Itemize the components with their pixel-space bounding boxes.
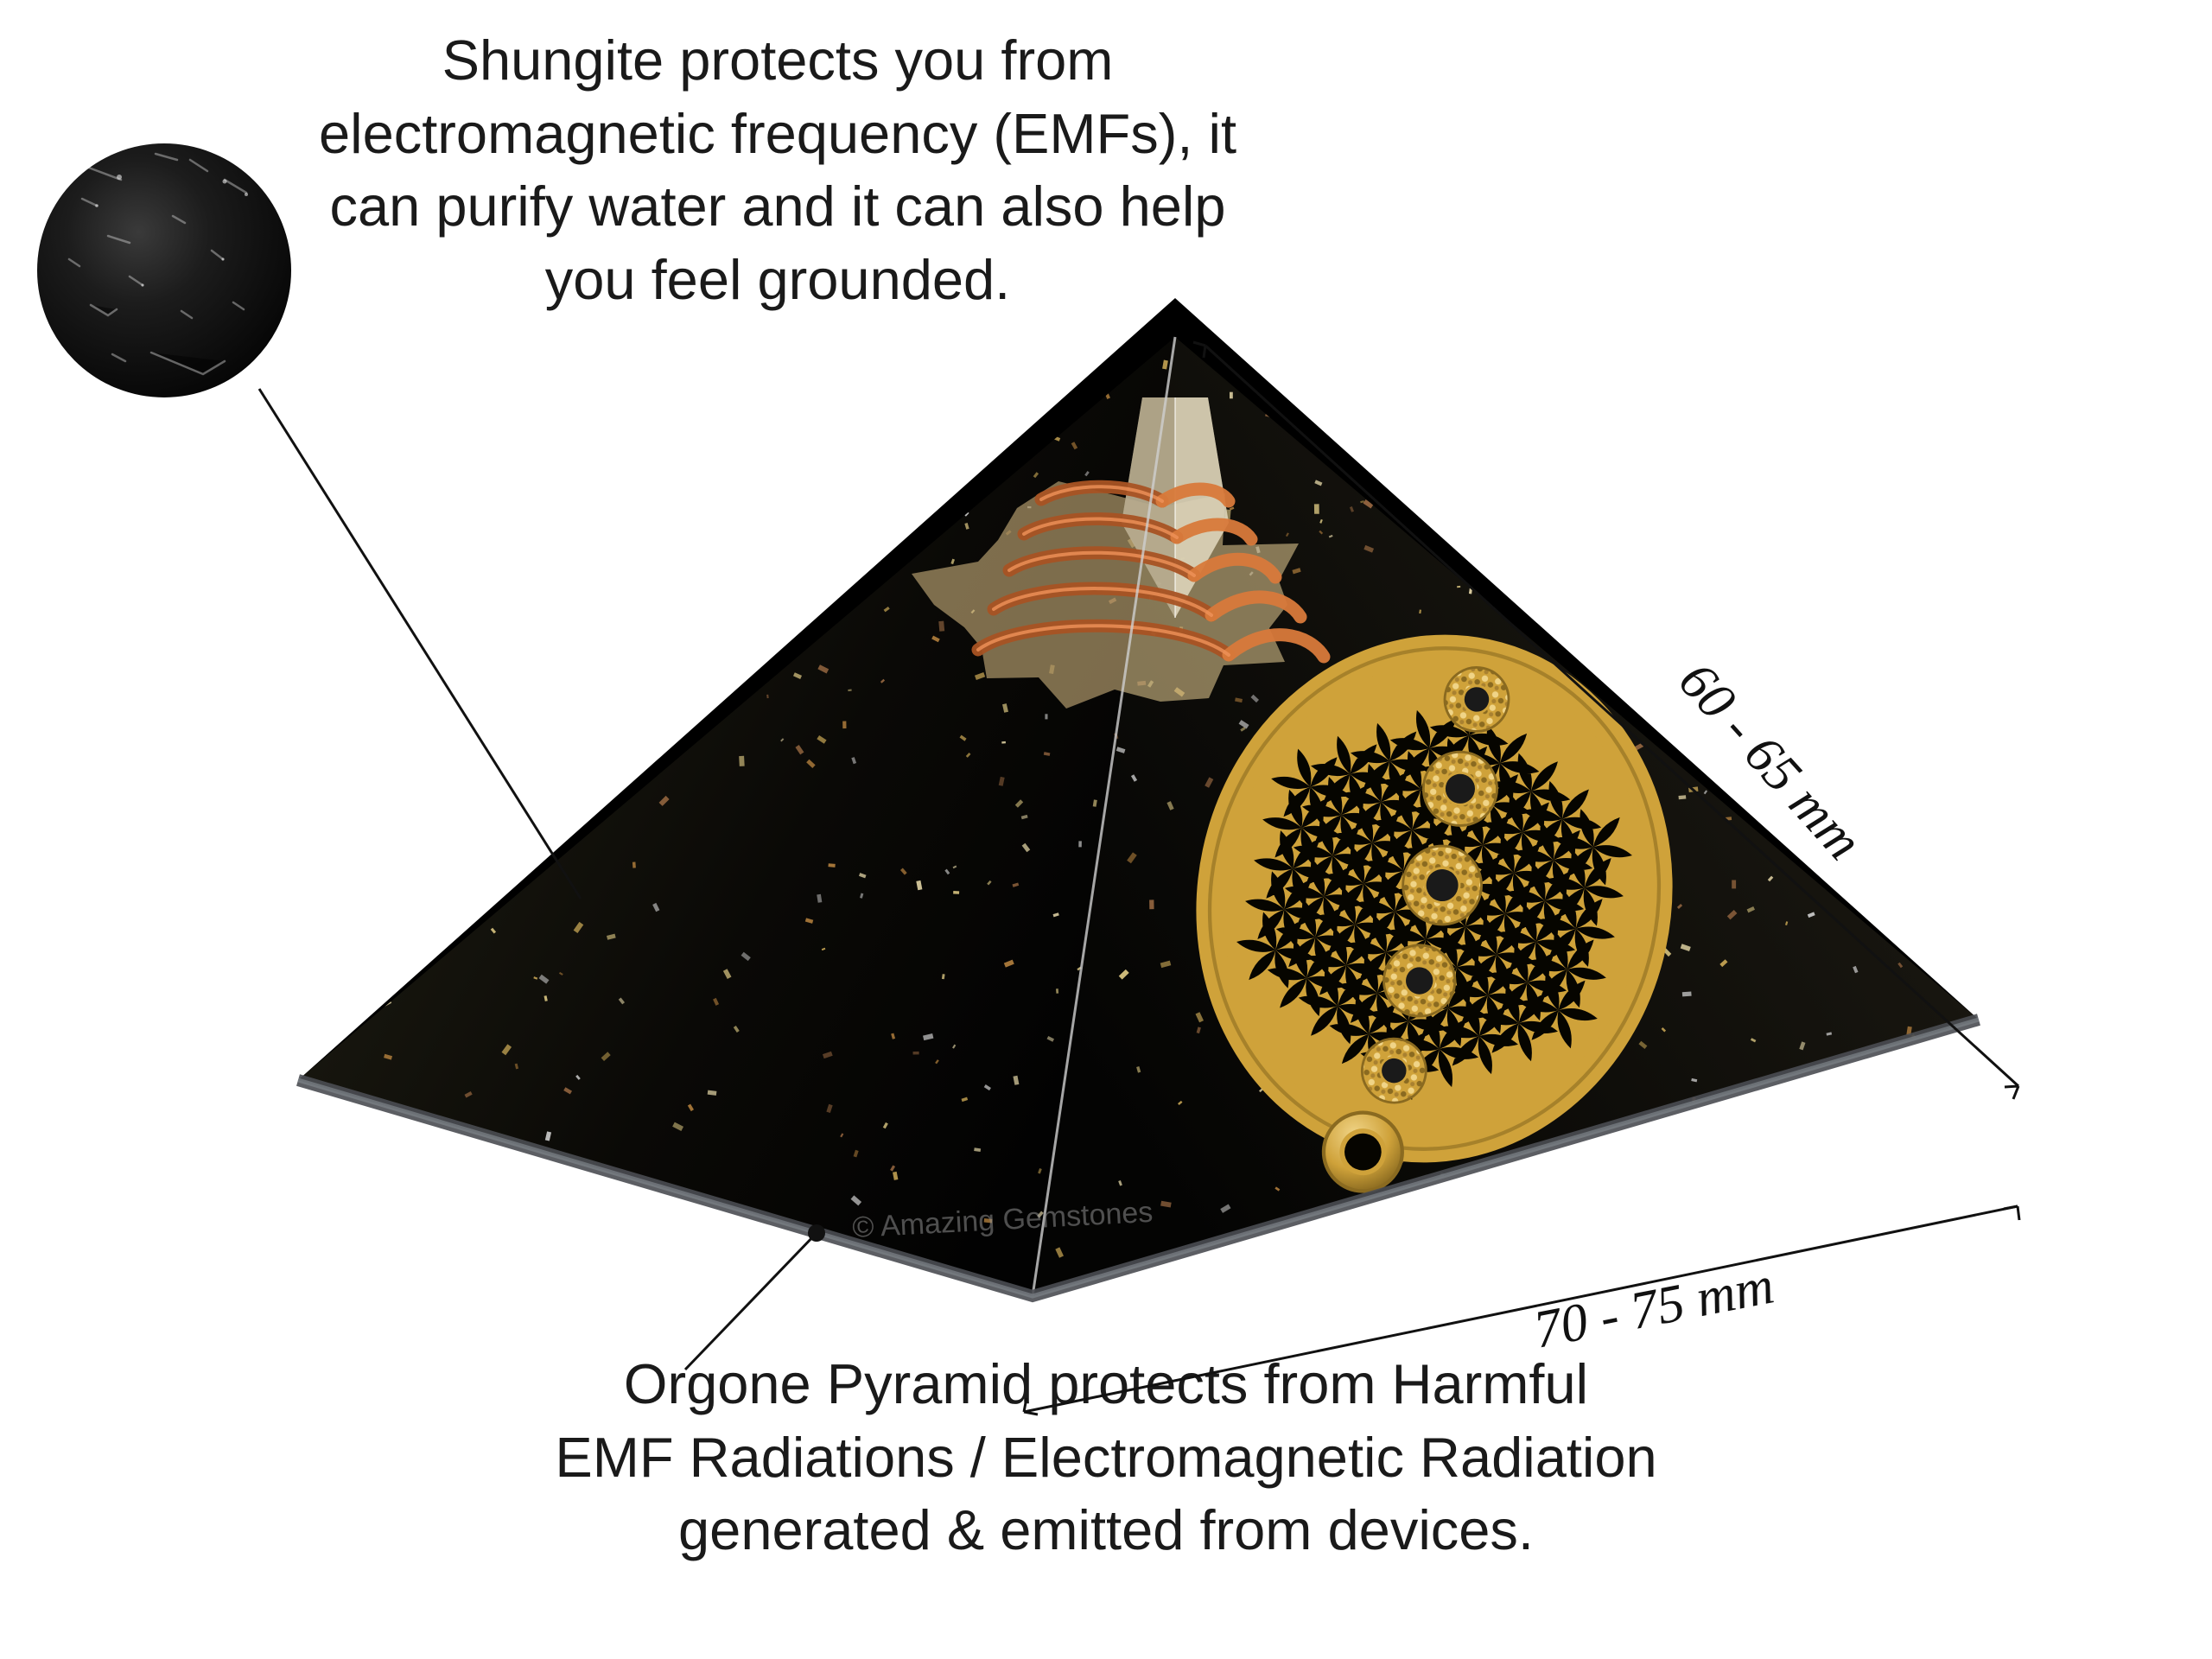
svg-text:70 - 75 mm: 70 - 75 mm xyxy=(1529,1255,1779,1359)
